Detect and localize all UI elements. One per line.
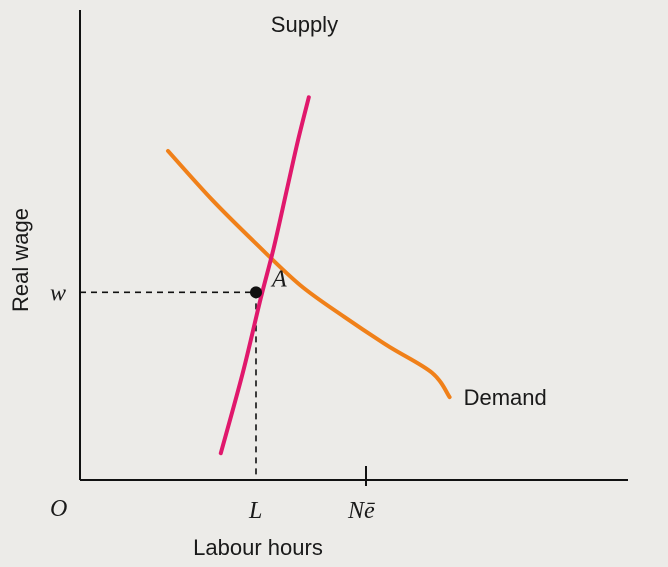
equilibrium-point xyxy=(250,286,262,299)
y-axis-title: Real wage xyxy=(8,208,33,312)
axes xyxy=(79,10,628,481)
supply-curve xyxy=(218,95,311,456)
labour-marker-label: L xyxy=(248,498,262,524)
x-axis-title: Labour hours xyxy=(193,535,323,560)
wage-marker-label: w xyxy=(50,280,66,306)
origin-label: O xyxy=(50,496,67,522)
demand-label: Demand xyxy=(464,385,547,410)
ne-marker-label: Nē xyxy=(347,498,375,524)
supply-label: Supply xyxy=(271,12,338,37)
equilibrium-label: A xyxy=(270,266,287,292)
equilibrium-guides xyxy=(80,291,257,480)
demand-curve xyxy=(166,148,452,400)
curves xyxy=(166,95,452,456)
